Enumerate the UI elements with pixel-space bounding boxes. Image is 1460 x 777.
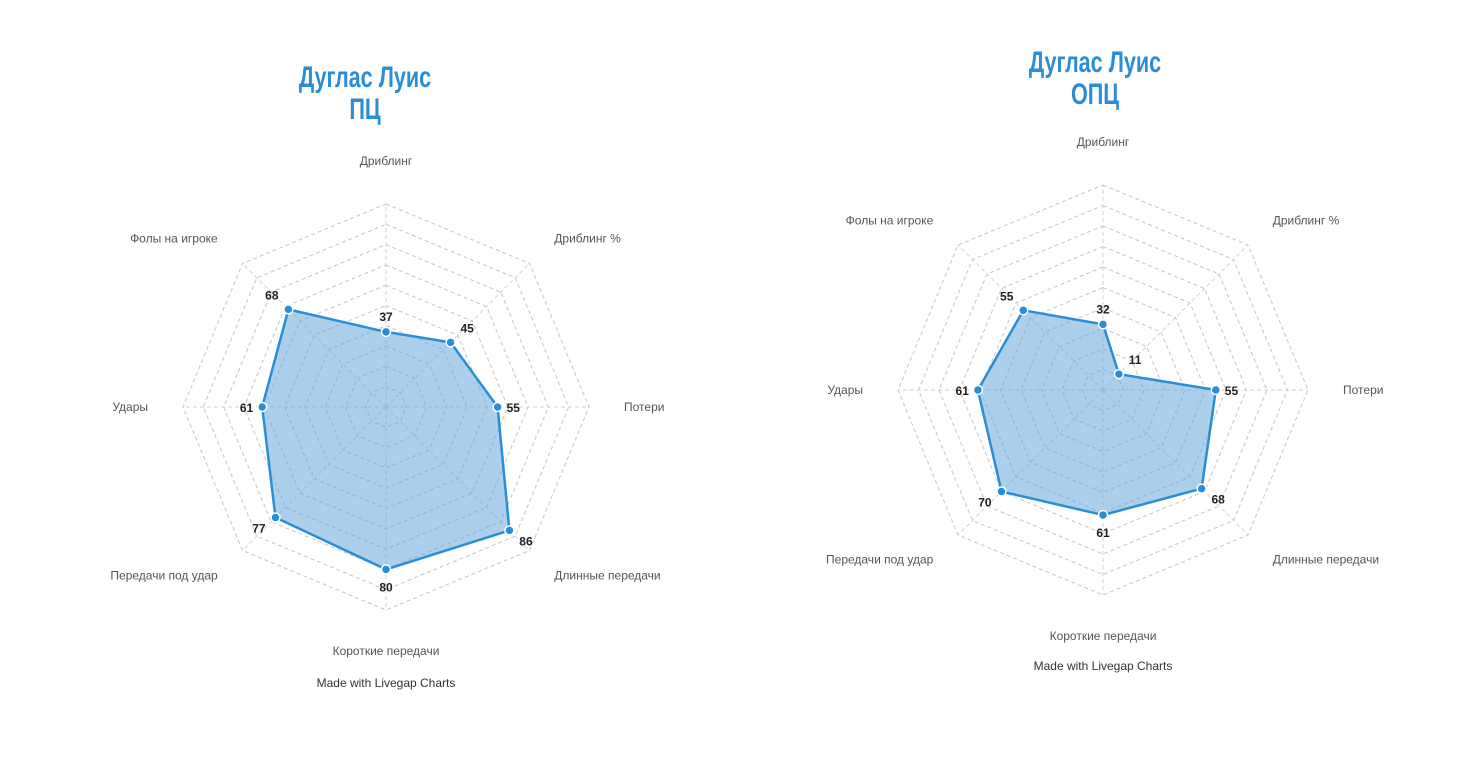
category-label: Длинные передачи [554, 568, 660, 582]
data-point [1210, 384, 1222, 396]
value-label: 61 [1096, 526, 1110, 540]
value-label: 77 [252, 521, 266, 535]
value-label: 70 [978, 495, 992, 509]
category-label: Дриблинг [1077, 135, 1130, 149]
data-point [380, 326, 392, 338]
radar-chart-left: Дриблинг Дриблинг % Потери Длинные передачи… [110, 154, 664, 690]
data-area [976, 309, 1218, 517]
grid-ring-8 [938, 225, 1268, 555]
spoke-3 [1102, 389, 1249, 536]
spoke-1 [385, 263, 530, 408]
chart-title-left-line1: Дуглас Луис [298, 61, 432, 94]
data-area [260, 308, 511, 571]
data-point [283, 304, 294, 315]
value-label: 55 [1000, 289, 1014, 303]
data-point [996, 486, 1007, 497]
chart-title-left: Дуглас Луис ПЦ [102, 62, 628, 126]
category-label: Фолы на игроке [130, 232, 218, 246]
data-point [492, 401, 503, 413]
data-point [445, 337, 456, 348]
value-label: 86 [519, 534, 533, 548]
category-label: Дриблинг [360, 154, 413, 168]
data-point [256, 401, 268, 413]
category-label: Дриблинг % [1273, 213, 1340, 227]
data-point [270, 512, 281, 523]
data-point [972, 384, 984, 396]
category-label: Короткие передачи [1050, 629, 1157, 643]
chart-title-right-line1: Дуглас Луис [1028, 46, 1162, 79]
data-point [1018, 305, 1029, 316]
chart-credit: Made with Livegap Charts [1034, 659, 1173, 673]
radar-panel-left: Дуглас Луис ПЦ Дриблинг Дриблинг % Потери Д… [102, 62, 664, 691]
data-point [1097, 509, 1109, 521]
spoke-5 [957, 389, 1104, 536]
category-label: Удары [827, 383, 863, 397]
category-label: Фолы на игроке [846, 213, 934, 227]
chart-title-right-line2: ОПЦ [1070, 78, 1120, 111]
grid-ring-10 [897, 184, 1309, 596]
value-label: 55 [507, 401, 521, 415]
value-label: 68 [1212, 493, 1226, 507]
chart-credit: Made with Livegap Charts [317, 676, 456, 690]
category-label: Передачи под удар [110, 568, 218, 582]
category-label: Передачи под удар [826, 553, 934, 567]
category-label: Короткие передачи [333, 644, 440, 658]
category-label: Потери [624, 400, 664, 414]
radar-panel-right: Дуглас Луис ОПЦ Дриблинг Дриблинг % Потери… [730, 0, 1460, 777]
chart-title-left-line2: ПЦ [349, 93, 381, 126]
value-label: 80 [379, 580, 393, 594]
category-label: Потери [1343, 383, 1383, 397]
data-point [1097, 319, 1109, 330]
spoke-1 [1102, 244, 1249, 391]
data-point [1196, 483, 1207, 494]
chart-title-right: Дуглас Луис ОПЦ [832, 47, 1358, 111]
radar-chart-right: Дриблинг Дриблинг % Потери Длинные передачи… [826, 135, 1383, 673]
data-point [380, 564, 392, 575]
value-label: 61 [956, 384, 970, 398]
data-point [1113, 368, 1125, 380]
value-label: 32 [1096, 302, 1110, 316]
value-label: 45 [461, 321, 475, 335]
grid-ring-9 [202, 223, 570, 591]
spoke-7 [957, 244, 1104, 391]
data-point [504, 525, 515, 536]
grid-ring-9 [917, 204, 1289, 576]
value-label: 37 [379, 310, 393, 324]
category-label: Длинные передачи [1273, 553, 1379, 567]
value-label: 68 [265, 288, 279, 302]
value-label: 61 [240, 401, 254, 415]
value-label: 55 [1225, 384, 1239, 398]
category-label: Удары [112, 400, 148, 414]
value-label: 11 [1129, 353, 1142, 367]
category-label: Дриблинг % [554, 232, 621, 246]
